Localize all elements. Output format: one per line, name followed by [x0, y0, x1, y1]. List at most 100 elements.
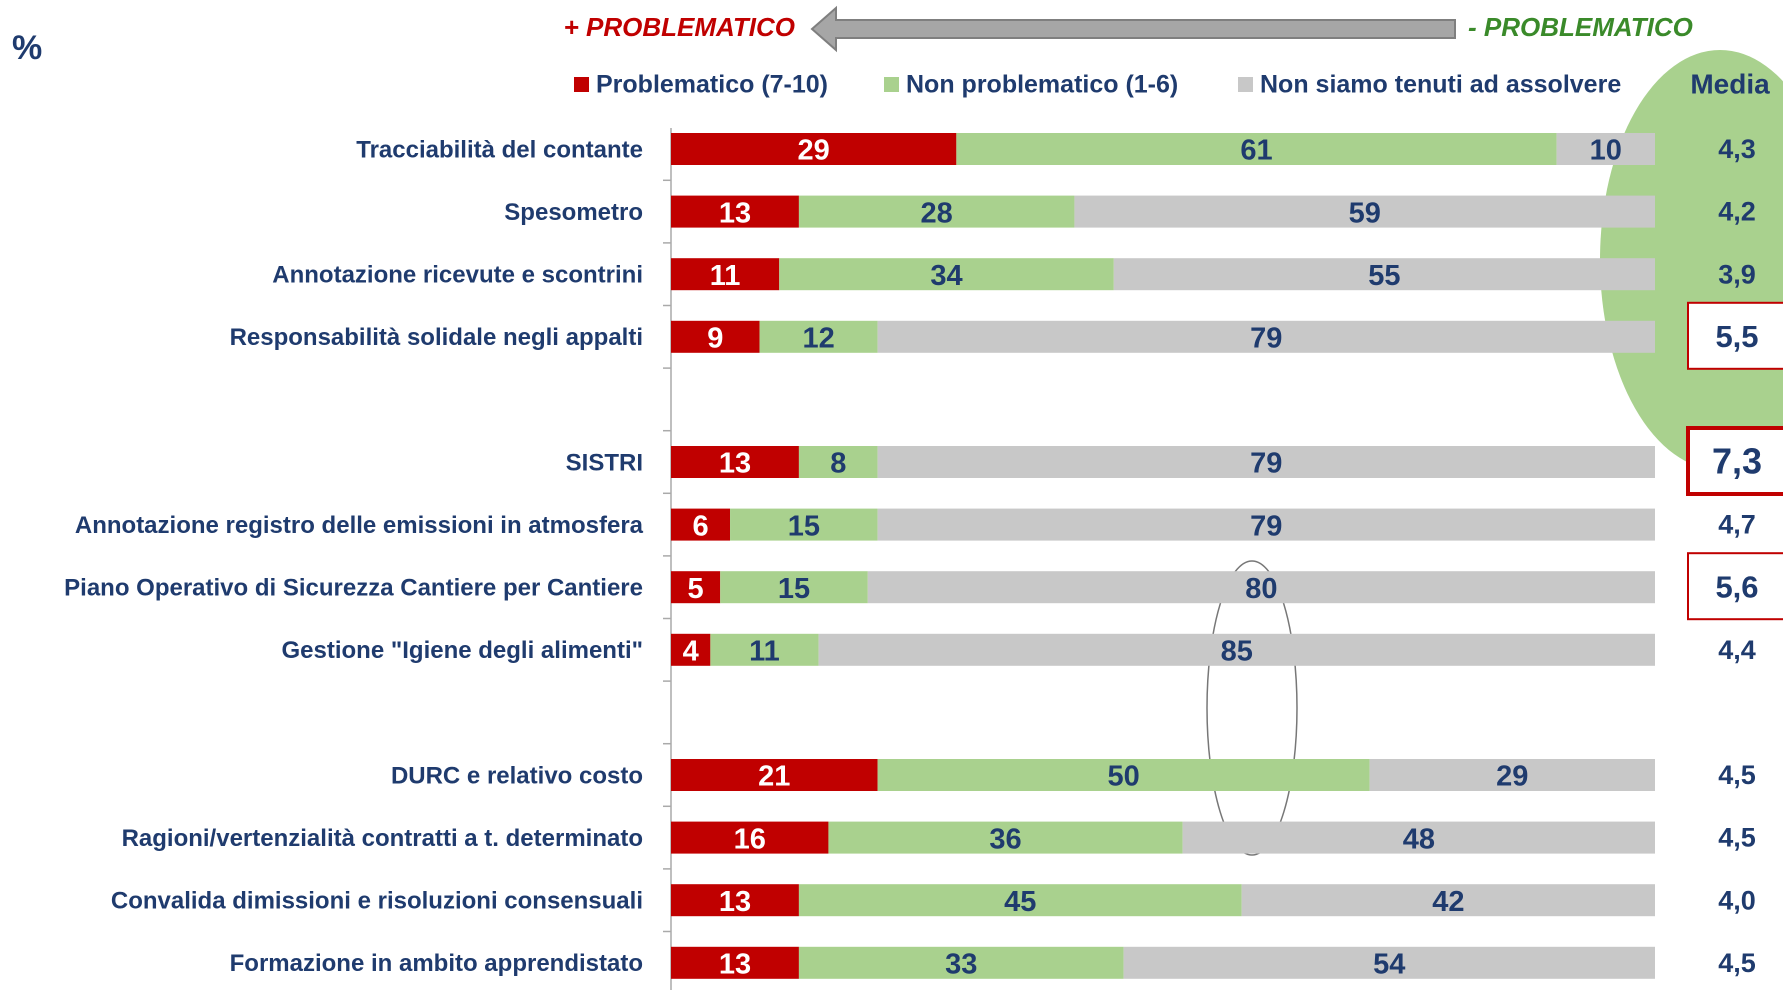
- bar-segment: [956, 133, 1557, 165]
- bar-segment: [1123, 946, 1655, 979]
- highlight-ellipse: [1206, 560, 1298, 856]
- value-label: 5: [688, 573, 704, 605]
- value-label: 11: [749, 635, 780, 667]
- bar-segment: [671, 320, 760, 353]
- value-label: 79: [1250, 510, 1282, 542]
- value-label: 29: [798, 135, 830, 167]
- media-value: 4,0: [1718, 885, 1756, 915]
- value-label: 29: [1496, 761, 1528, 793]
- bar-segment: [671, 508, 731, 541]
- value-label: 21: [758, 761, 790, 793]
- category-label: Spesometro: [504, 199, 643, 226]
- bar-segment: [877, 320, 1655, 353]
- value-label: 48: [1403, 823, 1435, 855]
- direction-arrow: [810, 5, 1456, 53]
- media-value: 7,3: [1712, 441, 1762, 482]
- value-label: 4: [683, 635, 699, 667]
- value-label: 11: [710, 260, 741, 292]
- value-label: 80: [1245, 573, 1277, 605]
- media-value: 4,2: [1718, 197, 1756, 227]
- bar-segment: [671, 633, 711, 666]
- media-value: 4,5: [1718, 760, 1756, 790]
- media-highlight-box: [1686, 426, 1783, 496]
- category-label: Convalida dimissioni e risoluzioni conse…: [111, 888, 643, 915]
- value-label: 50: [1108, 761, 1140, 793]
- bar-segment: [710, 633, 819, 666]
- bar-segment: [1113, 258, 1655, 291]
- value-label: 45: [1004, 886, 1036, 918]
- media-highlight-box: [1687, 301, 1783, 370]
- value-label: 59: [1349, 197, 1381, 229]
- media-highlight-box: [1687, 552, 1783, 621]
- bar-segment: [798, 195, 1075, 228]
- annotation-left: + PROBLEMATICO: [564, 12, 795, 42]
- legend-swatch: [1238, 77, 1253, 92]
- value-label: 79: [1250, 322, 1282, 354]
- bar-segment: [671, 133, 957, 165]
- bar-segment: [1369, 759, 1655, 791]
- value-label: 42: [1432, 886, 1464, 918]
- value-label: 36: [989, 823, 1021, 855]
- value-label: 15: [778, 573, 810, 605]
- bar-segment: [671, 884, 799, 917]
- bar-segment: [1182, 821, 1655, 854]
- category-label: Piano Operativo di Sicurezza Cantiere pe…: [64, 575, 643, 602]
- bar-segment: [671, 821, 829, 854]
- legend-label: Problematico (7-10): [596, 71, 828, 99]
- value-label: 79: [1250, 448, 1282, 480]
- value-label: 13: [719, 197, 751, 229]
- category-label: DURC e relativo costo: [391, 762, 643, 789]
- category-label: Gestione "Igiene degli alimenti": [282, 637, 644, 664]
- bar-segment: [1556, 133, 1655, 165]
- bar-segment: [818, 633, 1655, 666]
- bar-segment: [671, 759, 878, 791]
- category-label: Responsabilità solidale negli appalti: [230, 324, 643, 351]
- value-label: 55: [1368, 260, 1400, 292]
- media-header: Media: [1690, 68, 1770, 99]
- media-value: 3,9: [1718, 259, 1756, 289]
- unit-label: %: [12, 29, 42, 67]
- legend-label: Non problematico (1-6): [906, 71, 1178, 99]
- bar-segment: [828, 821, 1183, 854]
- value-label: 54: [1373, 948, 1405, 980]
- bar-segment: [798, 446, 878, 478]
- bar-segment: [671, 258, 780, 291]
- value-label: 12: [802, 322, 834, 354]
- value-label: 33: [945, 948, 977, 980]
- value-label: 61: [1240, 135, 1272, 167]
- value-label: 6: [692, 510, 708, 542]
- bar-segment: [759, 320, 878, 353]
- category-label: SISTRI: [566, 449, 643, 476]
- bar-segment: [779, 258, 1114, 291]
- category-label: Annotazione ricevute e scontrini: [272, 262, 643, 289]
- bar-segment: [1074, 195, 1655, 228]
- bar-segment: [798, 946, 1124, 979]
- bar-segment: [798, 884, 1242, 917]
- value-label: 9: [707, 322, 723, 354]
- value-label: 13: [719, 948, 751, 980]
- value-label: 28: [921, 197, 953, 229]
- media-value: 4,5: [1718, 948, 1756, 978]
- bar-segment: [671, 946, 799, 979]
- bar-segment: [671, 446, 799, 478]
- bar-segment: [671, 195, 799, 228]
- media-value: 4,4: [1718, 635, 1756, 665]
- media-value: 5,6: [1715, 569, 1758, 604]
- value-label: 15: [788, 510, 820, 542]
- category-label: Annotazione registro delle emissioni in …: [75, 512, 644, 539]
- value-label: 13: [719, 448, 751, 480]
- bar-segment: [877, 508, 1655, 541]
- legend-label: Non siamo tenuti ad assolvere: [1260, 71, 1621, 99]
- value-label: 8: [830, 448, 846, 480]
- annotation-right: - PROBLEMATICO: [1468, 12, 1693, 42]
- value-label: 13: [719, 886, 751, 918]
- category-label: Ragioni/vertenzialità contratti a t. det…: [122, 825, 643, 852]
- bar-segment: [877, 759, 1370, 791]
- media-value: 4,3: [1718, 134, 1756, 164]
- category-label: Tracciabilità del contante: [356, 136, 643, 163]
- bar-segment: [720, 571, 868, 604]
- bar-segment: [671, 571, 721, 604]
- value-label: 10: [1590, 135, 1622, 167]
- media-value: 4,5: [1718, 823, 1756, 853]
